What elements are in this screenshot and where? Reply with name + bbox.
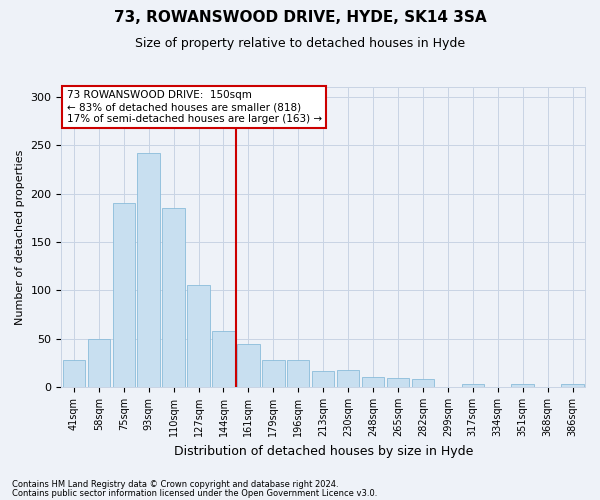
- Text: Contains public sector information licensed under the Open Government Licence v3: Contains public sector information licen…: [12, 490, 377, 498]
- Bar: [461, 384, 484, 387]
- Bar: [62, 360, 85, 387]
- Bar: [212, 331, 235, 387]
- Bar: [362, 378, 384, 387]
- Text: Size of property relative to detached houses in Hyde: Size of property relative to detached ho…: [135, 38, 465, 51]
- Bar: [137, 153, 160, 387]
- Text: 73 ROWANSWOOD DRIVE:  150sqm
← 83% of detached houses are smaller (818)
17% of s: 73 ROWANSWOOD DRIVE: 150sqm ← 83% of det…: [67, 90, 322, 124]
- Bar: [187, 284, 210, 387]
- Bar: [312, 370, 334, 387]
- Bar: [88, 339, 110, 387]
- Bar: [412, 380, 434, 387]
- Bar: [562, 384, 584, 387]
- Bar: [387, 378, 409, 387]
- Bar: [237, 344, 260, 387]
- Text: 73, ROWANSWOOD DRIVE, HYDE, SK14 3SA: 73, ROWANSWOOD DRIVE, HYDE, SK14 3SA: [113, 10, 487, 25]
- Bar: [262, 360, 284, 387]
- Bar: [337, 370, 359, 387]
- Text: Contains HM Land Registry data © Crown copyright and database right 2024.: Contains HM Land Registry data © Crown c…: [12, 480, 338, 489]
- Bar: [287, 360, 310, 387]
- Y-axis label: Number of detached properties: Number of detached properties: [15, 150, 25, 325]
- X-axis label: Distribution of detached houses by size in Hyde: Distribution of detached houses by size …: [173, 444, 473, 458]
- Bar: [511, 384, 534, 387]
- Bar: [113, 204, 135, 387]
- Bar: [163, 208, 185, 387]
